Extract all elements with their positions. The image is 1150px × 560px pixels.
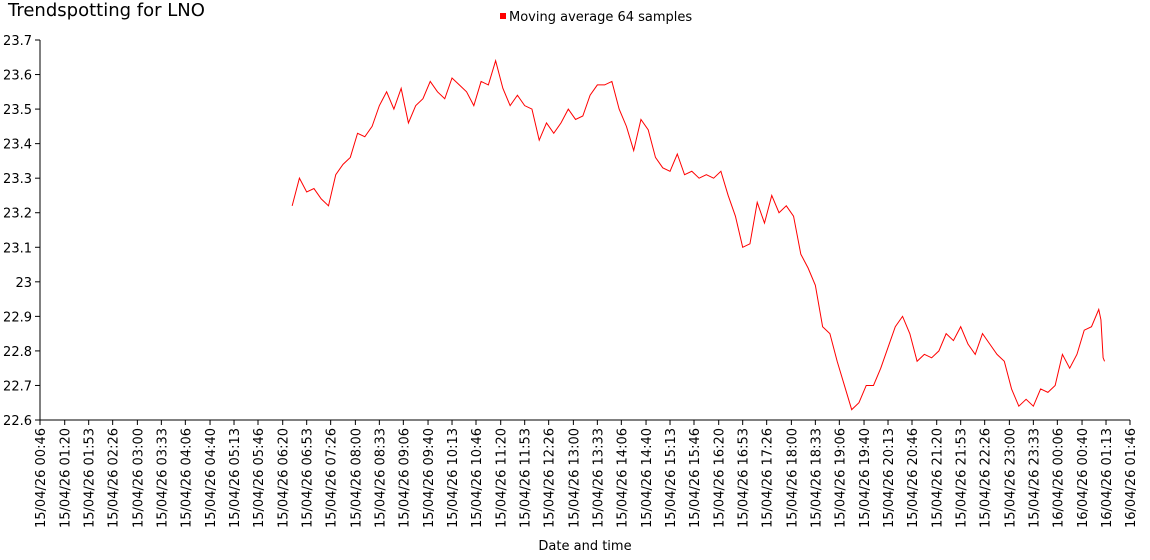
x-tick-label: 15/04/26 11:53 — [519, 428, 534, 528]
x-tick-label: 16/04/26 00:06 — [1051, 428, 1066, 528]
y-tick-label: 22.7 — [3, 379, 32, 394]
series-line — [291, 58, 1106, 411]
x-tick-label: 15/04/26 23:33 — [1027, 428, 1042, 528]
x-tick-label: 15/04/26 21:20 — [931, 428, 946, 528]
x-tick-label: 16/04/26 01:13 — [1100, 428, 1115, 528]
x-tick-label: 16/04/26 00:40 — [1076, 428, 1091, 528]
x-tick-label: 15/04/26 10:46 — [470, 428, 485, 528]
y-tick-label: 23.6 — [3, 69, 32, 84]
x-tick-label: 15/04/26 06:20 — [277, 428, 292, 528]
x-tick-label: 15/04/26 04:40 — [204, 428, 219, 528]
x-tick-label: 15/04/26 02:26 — [107, 428, 122, 528]
y-tick-label: 22.8 — [3, 345, 32, 360]
x-tick-label: 15/04/26 03:00 — [131, 428, 146, 528]
legend-swatch — [500, 13, 506, 19]
x-tick-label: 15/04/26 13:33 — [591, 428, 606, 528]
y-tick-label: 23.4 — [3, 138, 32, 153]
legend-label: Moving average 64 samples — [509, 10, 692, 25]
y-tick-label: 23.7 — [3, 34, 32, 49]
x-tick-label: 15/04/26 05:13 — [228, 428, 243, 528]
x-tick-label: 15/04/26 08:00 — [349, 428, 364, 528]
x-tick-label: 15/04/26 23:00 — [1003, 428, 1018, 528]
x-tick-label: 15/04/26 09:06 — [397, 428, 412, 528]
x-tick-label: 15/04/26 09:40 — [422, 428, 437, 528]
x-tick-label: 15/04/26 10:13 — [446, 428, 461, 528]
x-tick-label: 15/04/26 12:26 — [543, 428, 558, 528]
y-tick-label: 22.6 — [3, 414, 32, 429]
x-tick-label: 15/04/26 20:13 — [882, 428, 897, 528]
x-tick-label: 15/04/26 19:40 — [858, 428, 873, 528]
x-tick-label: 15/04/26 13:00 — [567, 428, 582, 528]
x-tick-label: 16/04/26 01:46 — [1124, 428, 1139, 528]
x-tick-label: 15/04/26 22:26 — [979, 428, 994, 528]
x-tick-label: 15/04/26 15:46 — [688, 428, 703, 528]
y-tick-label: 23.5 — [3, 103, 32, 118]
y-tick-label: 22.9 — [3, 310, 32, 325]
x-tick-label: 15/04/26 01:20 — [59, 428, 74, 528]
x-tick-label: 15/04/26 01:53 — [83, 428, 98, 528]
chart-title: Trendspotting for LNO — [7, 0, 205, 21]
x-tick-label: 15/04/26 16:20 — [713, 428, 728, 528]
x-tick-label: 15/04/26 07:26 — [325, 428, 340, 528]
x-tick-label: 15/04/26 16:53 — [737, 428, 752, 528]
x-tick-label: 15/04/26 08:33 — [373, 428, 388, 528]
x-tick-label: 15/04/26 03:33 — [155, 428, 170, 528]
x-tick-label: 15/04/26 20:46 — [906, 428, 921, 528]
x-tick-label: 15/04/26 21:53 — [955, 428, 970, 528]
x-tick-label: 15/04/26 18:33 — [809, 428, 824, 528]
x-tick-label: 15/04/26 17:26 — [761, 428, 776, 528]
x-tick-label: 15/04/26 05:46 — [252, 428, 267, 528]
y-tick-label: 23 — [15, 276, 32, 291]
x-tick-label: 15/04/26 14:06 — [615, 428, 630, 528]
x-tick-label: 15/04/26 14:40 — [640, 428, 655, 528]
x-tick-label: 15/04/26 06:53 — [301, 428, 316, 528]
y-tick-label: 23.3 — [3, 172, 32, 187]
x-tick-label: 15/04/26 11:20 — [495, 428, 510, 528]
x-tick-label: 15/04/26 18:00 — [785, 428, 800, 528]
x-axis-label: Date and time — [538, 539, 631, 554]
x-tick-label: 15/04/26 04:06 — [179, 428, 194, 528]
x-tick-label: 15/04/26 00:46 — [34, 428, 49, 528]
x-tick-label: 15/04/26 15:13 — [664, 428, 679, 528]
x-tick-label: 15/04/26 19:06 — [833, 428, 848, 528]
y-tick-label: 23.1 — [3, 241, 32, 256]
y-tick-label: 23.2 — [3, 207, 32, 222]
